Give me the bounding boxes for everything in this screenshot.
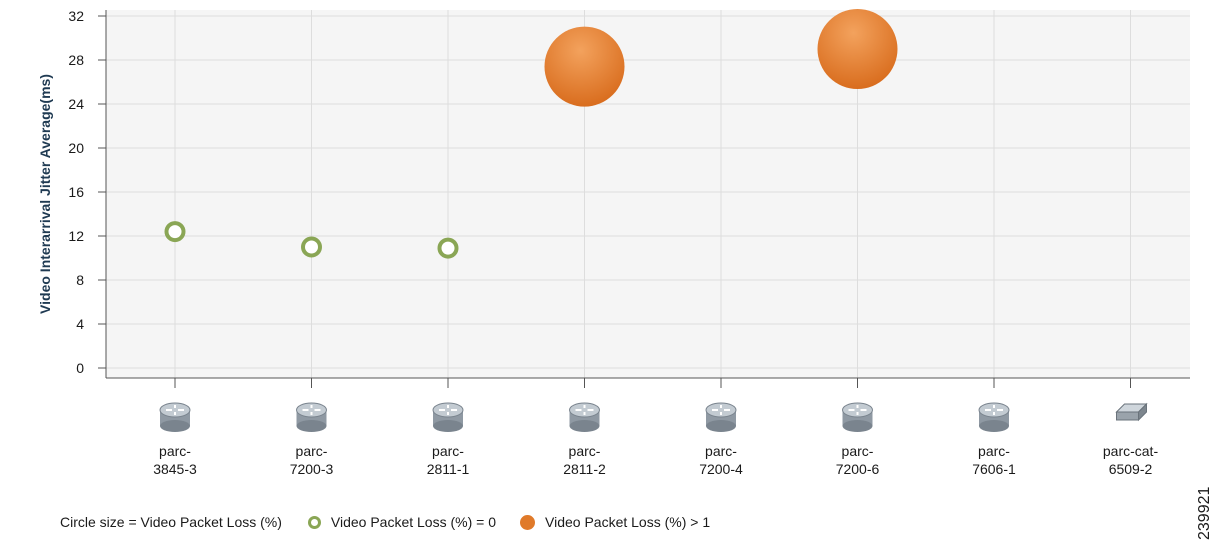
switch-icon bbox=[1115, 402, 1148, 422]
legend-filled-circle-icon bbox=[520, 514, 535, 530]
x-axis-categories: parc-3845-3 parc-7200-3 parc-2811-1 parc-28… bbox=[153, 378, 1158, 477]
grid-lines bbox=[106, 10, 1190, 378]
router-icon bbox=[842, 402, 873, 432]
data-point-zero-loss bbox=[164, 221, 186, 243]
x-category-label: parc-cat-6509-2 bbox=[1103, 443, 1159, 477]
legend-open-circle-icon bbox=[307, 515, 321, 529]
y-tick-label: 8 bbox=[76, 272, 84, 288]
y-axis-label: Video Interarrival Jitter Average(ms) bbox=[37, 74, 53, 314]
y-tick-label: 12 bbox=[68, 228, 84, 244]
plot-area bbox=[106, 10, 1190, 378]
legend-zero-label: Video Packet Loss (%) = 0 bbox=[330, 514, 496, 530]
router-icon bbox=[978, 402, 1010, 432]
x-category-label: parc-2811-1 bbox=[427, 443, 470, 477]
data-points bbox=[164, 9, 898, 259]
router-icon bbox=[705, 402, 737, 432]
legend-gt1-label: Video Packet Loss (%) > 1 bbox=[545, 514, 711, 530]
y-axis-ticks: 0 4 8 12 16 20 24 28 32 bbox=[68, 8, 106, 376]
y-tick-label: 28 bbox=[68, 52, 84, 68]
axes bbox=[105, 10, 1190, 379]
y-tick-label: 24 bbox=[68, 96, 84, 112]
router-icon bbox=[432, 402, 464, 432]
legend: Circle size = Video Packet Loss (%) Vide… bbox=[60, 514, 710, 530]
x-category-label: parc-7606-1 bbox=[972, 443, 1016, 477]
router-icon bbox=[159, 402, 191, 432]
router-icon bbox=[569, 402, 600, 432]
y-tick-label: 4 bbox=[76, 316, 84, 332]
y-tick-label: 16 bbox=[68, 184, 84, 200]
x-category-label: parc-2811-2 bbox=[563, 443, 606, 477]
legend-size-note: Circle size = Video Packet Loss (%) bbox=[60, 514, 282, 530]
x-category-label: parc-7200-4 bbox=[699, 443, 743, 477]
y-tick-label: 20 bbox=[68, 140, 84, 156]
data-point-loss-bubble bbox=[544, 26, 625, 107]
x-category-label: parc-7200-3 bbox=[290, 443, 334, 477]
data-point-zero-loss bbox=[301, 236, 322, 258]
figure-id: 239921 bbox=[1196, 486, 1213, 540]
y-tick-label: 32 bbox=[68, 8, 84, 24]
router-icon bbox=[296, 402, 327, 432]
y-tick-label: 0 bbox=[76, 360, 84, 376]
x-category-label: parc-7200-6 bbox=[836, 443, 880, 477]
x-category-label: parc-3845-3 bbox=[153, 443, 197, 477]
data-point-loss-bubble bbox=[817, 9, 898, 89]
data-point-zero-loss bbox=[437, 237, 459, 259]
